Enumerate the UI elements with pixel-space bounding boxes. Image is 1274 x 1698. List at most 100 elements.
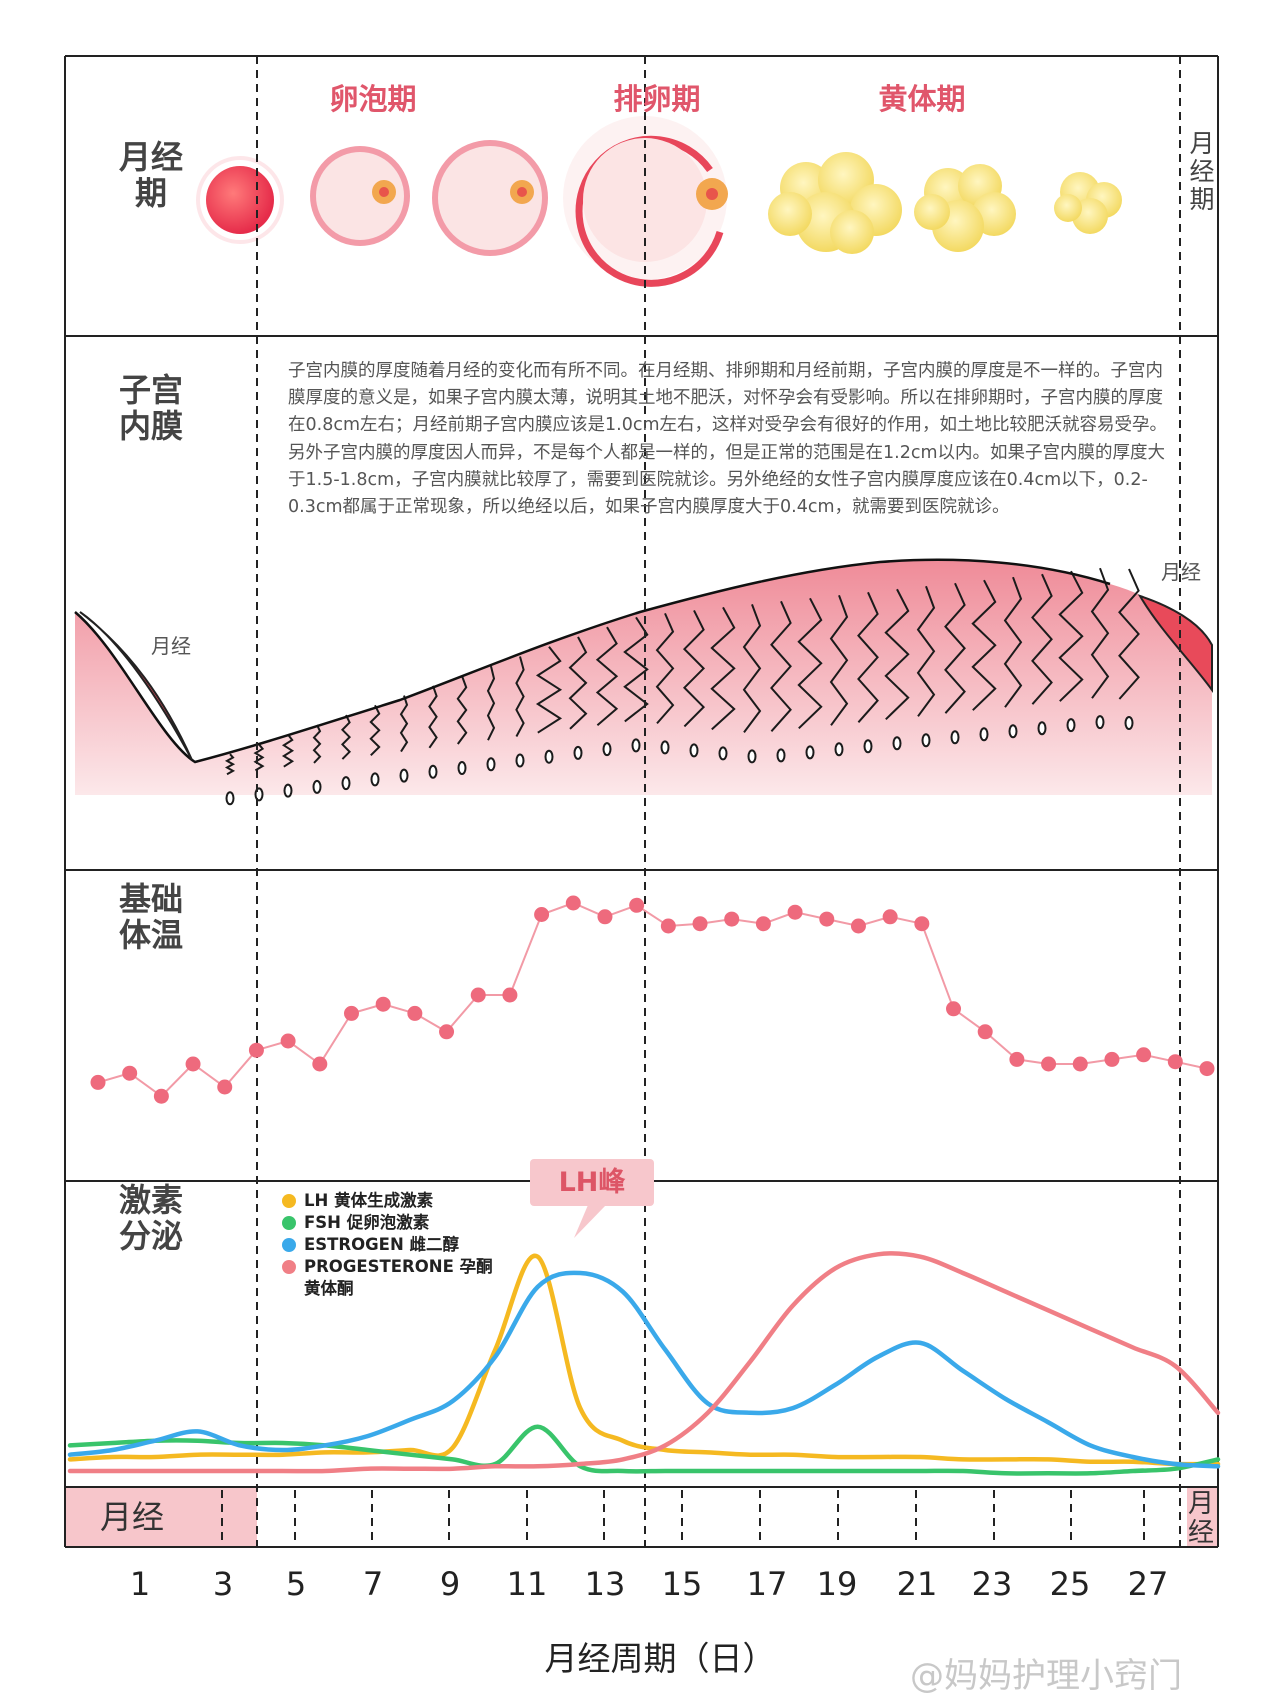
gland-droplet (515, 753, 525, 768)
phase-follicular: 卵泡期 (329, 82, 417, 116)
menses-band-bottom (65, 1487, 257, 1547)
bbt-point (882, 909, 898, 925)
bbt-point (629, 897, 645, 913)
endometrium-gland (1031, 573, 1053, 705)
gland-droplet (834, 742, 844, 757)
hormone-legend: LH 黄体生成激素 FSH 促卵泡激素 ESTROGEN 雌二醇 PROGEST… (282, 1190, 502, 1300)
bbt-line (97, 901, 1208, 1098)
bbt-point (407, 1005, 423, 1021)
gland-droplet (718, 746, 728, 761)
endometrium-glands (224, 567, 1140, 806)
endometrium-gland (1090, 567, 1110, 699)
legend-item-estrogen: ESTROGEN 雌二醇 (282, 1234, 502, 1256)
gland-droplet (689, 743, 699, 758)
legend-label: FSH 促卵泡激素 (304, 1213, 430, 1232)
bbt-point (470, 987, 486, 1003)
gland-droplet (863, 739, 873, 754)
x-axis-title: 月经周期（日） (544, 1639, 776, 1678)
bbt-point (153, 1088, 169, 1104)
day-tick-label: 15 (661, 1565, 703, 1603)
fsh-curve (67, 1424, 1221, 1476)
endometrium-gland (1058, 570, 1084, 702)
bbt-point (692, 916, 708, 932)
endometrium-gland (623, 616, 649, 723)
legend-swatch (282, 1194, 296, 1208)
endometrium-gland (655, 612, 675, 725)
bbt-point (1136, 1047, 1152, 1063)
endometrium-surface (74, 558, 1111, 764)
bbt-point (1009, 1051, 1025, 1067)
shedding-lining-right (1137, 594, 1213, 694)
endometrium-gland (1118, 568, 1140, 700)
bbt-point (787, 904, 803, 920)
progesterone-curve (67, 1251, 1221, 1474)
follicle-illustrations (196, 116, 1122, 287)
endometrium-gland (281, 734, 295, 768)
endometrium-gland (857, 591, 879, 723)
bbt-point (343, 1005, 359, 1021)
day-tick-label: 25 (1049, 1565, 1091, 1603)
endometrium-gland (682, 609, 706, 728)
bbt-point (724, 911, 740, 927)
endometrium-gland (944, 582, 966, 714)
lh-peak-callout: LH峰 (530, 1159, 654, 1206)
bbt-point (280, 1033, 296, 1049)
day-tick-label: 9 (439, 1565, 461, 1603)
legend-item-lh: LH 黄体生成激素 (282, 1190, 502, 1212)
legend-label: PROGESTERONE 孕酮 黄体酮 (304, 1257, 493, 1298)
bbt-point (1167, 1054, 1183, 1070)
legend-swatch (282, 1238, 296, 1252)
gland-droplet (1095, 715, 1105, 730)
watermark: @妈妈护理小窍门 (910, 1656, 1182, 1696)
day-tick-label: 21 (896, 1565, 938, 1603)
gland-droplet (573, 745, 583, 760)
gland-droplet (428, 764, 438, 779)
bbt-point (660, 918, 676, 934)
bbt-point (312, 1056, 328, 1072)
gland-droplet (225, 791, 235, 806)
gland-droplet (283, 783, 293, 798)
legend-item-fsh: FSH 促卵泡激素 (282, 1212, 502, 1234)
gland-droplet (776, 748, 786, 763)
row-label-endometrium: 子宫内膜 (118, 371, 183, 445)
row-label-hormones: 激素分泌 (118, 1181, 183, 1255)
bbt-point (502, 987, 518, 1003)
day-tick-label: 17 (746, 1565, 788, 1603)
grid-lines (64, 55, 1219, 1548)
gland-droplet (312, 779, 322, 794)
bbt-point (248, 1042, 264, 1058)
gland-droplet (892, 736, 902, 751)
endometrium-gland (399, 695, 409, 753)
endometrium-gland (456, 675, 468, 745)
row-label-menstrual: 月经期 (118, 138, 183, 212)
endometrium-gland (369, 704, 381, 757)
endometrium-gland (770, 600, 792, 732)
bbt-point (534, 907, 550, 922)
endometrium-gland (1003, 576, 1023, 708)
bbt-point (1199, 1061, 1215, 1077)
endometrium-gland (971, 579, 997, 711)
day-tick-label: 3 (212, 1565, 234, 1603)
bbt-point (1072, 1056, 1088, 1072)
endometrium-gland (595, 626, 619, 726)
gland-droplet (1124, 716, 1134, 730)
gland-droplet (921, 733, 931, 748)
endometrium-gland (312, 724, 322, 764)
bbt-point (217, 1079, 233, 1095)
phase-ovulation: 排卵期 (613, 82, 701, 116)
gland-droplet (747, 749, 757, 764)
bbt-point (565, 895, 581, 911)
gland-droplet (979, 727, 989, 742)
day-tick-label: 19 (816, 1565, 858, 1603)
day-tick-label: 1 (129, 1565, 151, 1603)
gland-droplet (602, 742, 612, 757)
gland-droplet (950, 730, 960, 745)
endometrium-gland (224, 753, 236, 776)
endometrium-gland (916, 585, 936, 717)
bbt-point (755, 916, 771, 932)
endometrium-gland (797, 597, 823, 730)
gland-droplet (660, 740, 670, 755)
shedding-lining-left (79, 611, 193, 761)
endometrium-gland (568, 636, 588, 730)
